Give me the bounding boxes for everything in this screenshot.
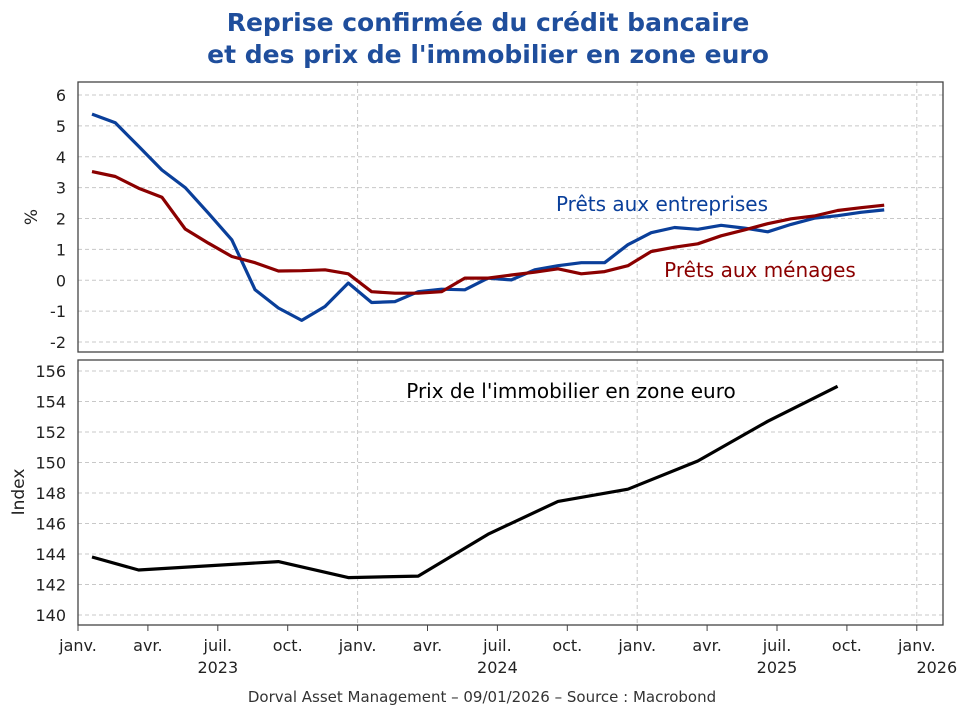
series-line-immobilier bbox=[91, 384, 839, 580]
x-year-label: 2026 bbox=[916, 658, 957, 677]
y-tick-label: 142 bbox=[35, 576, 66, 595]
series-label: Prix de l'immobilier en zone euro bbox=[406, 379, 736, 403]
x-tick-label: avr. bbox=[692, 636, 721, 655]
x-tick-label: janv. bbox=[58, 636, 97, 655]
y-tick-label: 2 bbox=[56, 210, 66, 229]
y-tick-label: 148 bbox=[35, 484, 66, 503]
y-tick-label: 140 bbox=[35, 606, 66, 625]
series-label: Prêts aux ménages bbox=[664, 258, 856, 282]
series-line-menages bbox=[91, 170, 885, 295]
x-tick-label: janv. bbox=[897, 636, 936, 655]
series-label: Prêts aux entreprises bbox=[556, 192, 768, 216]
series-line-entreprises bbox=[91, 112, 885, 322]
footer-source: Dorval Asset Management – 09/01/2026 – S… bbox=[248, 688, 716, 706]
y-tick-label: 4 bbox=[56, 148, 66, 167]
x-tick-label: oct. bbox=[832, 636, 862, 655]
x-tick-label: oct. bbox=[552, 636, 582, 655]
y-tick-label: 146 bbox=[35, 515, 66, 534]
plot-frame bbox=[77, 359, 944, 626]
x-tick-label: oct. bbox=[273, 636, 303, 655]
y-axis-label: Index bbox=[9, 469, 29, 516]
x-year-label: 2024 bbox=[477, 658, 518, 677]
x-tick-label: juil. bbox=[203, 636, 233, 655]
y-tick-label: 1 bbox=[56, 240, 66, 259]
x-year-label: 2025 bbox=[757, 658, 798, 677]
chart-title-line1: Reprise confirmée du crédit bancaire bbox=[227, 8, 750, 37]
x-tick-label: avr. bbox=[413, 636, 442, 655]
y-tick-label: 154 bbox=[35, 393, 66, 412]
y-tick-label: 6 bbox=[56, 86, 66, 105]
x-year-label: 2023 bbox=[197, 658, 238, 677]
y-axis-label: % bbox=[22, 209, 42, 225]
y-tick-label: 5 bbox=[56, 117, 66, 136]
y-tick-label: 152 bbox=[35, 423, 66, 442]
chart-title-line2: et des prix de l'immobilier en zone euro bbox=[207, 40, 769, 69]
y-tick-label: 156 bbox=[35, 362, 66, 381]
x-tick-label: avr. bbox=[133, 636, 162, 655]
y-tick-label: 150 bbox=[35, 454, 66, 473]
x-tick-label: janv. bbox=[617, 636, 656, 655]
y-tick-label: 144 bbox=[35, 545, 66, 564]
y-tick-label: -1 bbox=[50, 302, 66, 321]
y-tick-label: 0 bbox=[56, 271, 66, 290]
plot-frame bbox=[77, 81, 944, 353]
x-tick-label: juil. bbox=[762, 636, 792, 655]
x-tick-label: janv. bbox=[338, 636, 377, 655]
y-tick-label: -2 bbox=[50, 333, 66, 352]
y-tick-label: 3 bbox=[56, 179, 66, 198]
x-tick-label: juil. bbox=[482, 636, 512, 655]
